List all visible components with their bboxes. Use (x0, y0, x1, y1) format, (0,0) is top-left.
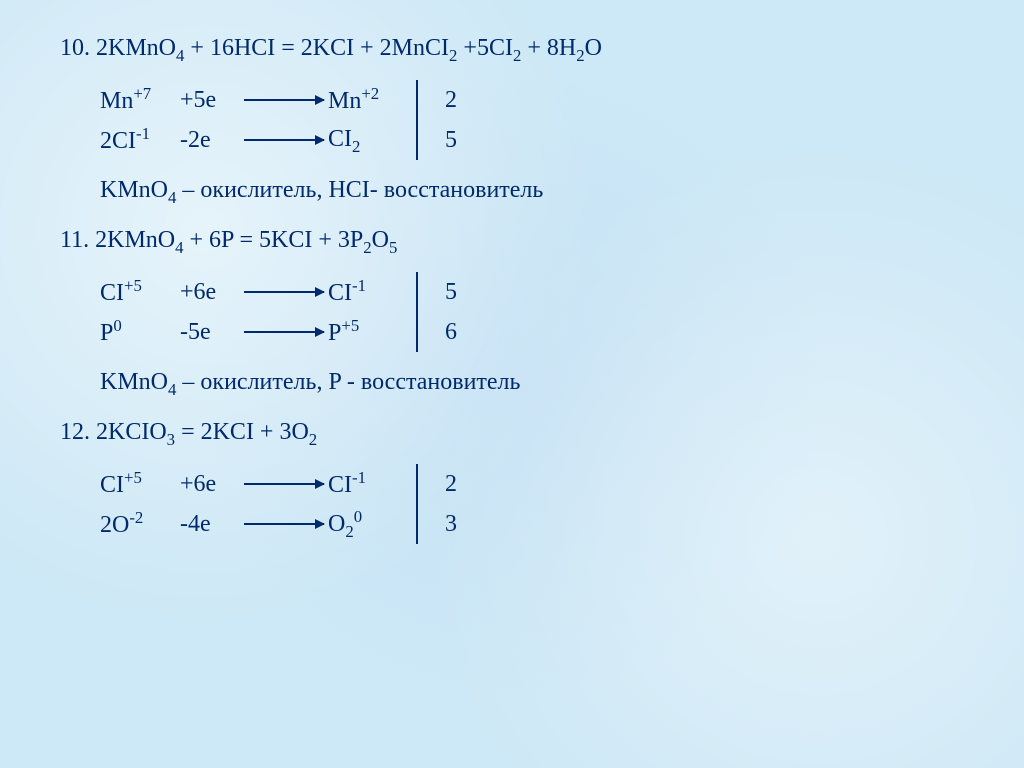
coefficient: 2 (436, 466, 466, 502)
subscript: 2 (363, 238, 371, 257)
subscript: 2 (352, 137, 360, 156)
product: Mn (328, 88, 361, 114)
charge: +7 (133, 84, 151, 103)
arrow-icon (244, 291, 324, 293)
conclusion-part: KMnO (100, 177, 168, 203)
arrow-icon (244, 483, 324, 485)
product: O (328, 511, 345, 537)
eq-part: 2KMnO (95, 227, 175, 253)
problem-11-electron-balance: CI+5 +6e CI-1 P0 -5e P+5 5 6 (100, 272, 984, 352)
coefficient: 2 (436, 82, 466, 118)
eq-part: = 2KCI + 3O (175, 419, 309, 445)
problem-11-conclusion: KMnO4 – окислитель, P - восстановитель (100, 364, 984, 402)
problem-10-conclusion: KMnO4 – окислитель, HCI- восстановитель (100, 172, 984, 210)
species: 2CI (100, 128, 136, 154)
charge: -1 (136, 124, 150, 143)
eq-part: 2KMnO (96, 35, 176, 61)
product: CI (328, 280, 352, 306)
electrons: -4e (180, 506, 240, 542)
charge: +5 (124, 468, 142, 487)
eq-part: 2KCIO (96, 419, 167, 445)
charge: +5 (341, 316, 359, 335)
charge: +5 (124, 276, 142, 295)
half-reaction-reduction: Mn+7 +5e Mn+2 (100, 80, 398, 120)
arrow-icon (244, 331, 324, 333)
problem-number: 11. (60, 227, 89, 253)
problem-11-equation: 11. 2KMnO4 + 6P = 5KCI + 3P2O5 (60, 222, 984, 260)
eq-part: + 6P = 5KCI + 3P (184, 227, 364, 253)
subscript: 3 (167, 430, 175, 449)
eq-part: + 16HCI = 2KCI + 2MnCI (184, 35, 449, 61)
species: 2O (100, 512, 129, 538)
problem-12-equation: 12. 2KCIO3 = 2KCI + 3O2 (60, 414, 984, 452)
product: CI (328, 126, 352, 152)
problem-number: 10. (60, 35, 90, 61)
electrons: +5e (180, 82, 240, 118)
arrow-icon (244, 99, 324, 101)
problem-10-equation: 10. 2KMnO4 + 16HCI = 2KCI + 2MnCI2 +5CI2… (60, 30, 984, 68)
half-reaction-oxidation: 2O-2 -4e O20 (100, 504, 398, 544)
subscript: 2 (309, 430, 317, 449)
charge: 0 (113, 316, 121, 335)
problem-number: 12. (60, 419, 90, 445)
electrons: -5e (180, 314, 240, 350)
divider-icon (416, 464, 418, 544)
divider-icon (416, 272, 418, 352)
species: P (100, 320, 113, 346)
eq-part: O (372, 227, 389, 253)
half-reaction-oxidation: 2CI-1 -2e CI2 (100, 120, 398, 160)
electrons: +6e (180, 274, 240, 310)
electrons: +6e (180, 466, 240, 502)
problem-10-electron-balance: Mn+7 +5e Mn+2 2CI-1 -2e CI2 2 5 (100, 80, 984, 160)
conclusion-part: – окислитель, HCI- восстановитель (176, 177, 543, 203)
charge: -1 (352, 468, 366, 487)
species: Mn (100, 88, 133, 114)
eq-part: + 8H (521, 35, 576, 61)
species: CI (100, 472, 124, 498)
arrow-icon (244, 523, 324, 525)
conclusion-part: – окислитель, P - восстановитель (176, 369, 520, 395)
conclusion-part: KMnO (100, 369, 168, 395)
coefficient: 5 (436, 122, 466, 158)
charge: +2 (361, 84, 379, 103)
half-reaction-reduction: CI+5 +6e CI-1 (100, 464, 398, 504)
eq-part: O (585, 35, 602, 61)
subscript: 2 (345, 522, 353, 541)
charge: -1 (352, 276, 366, 295)
coefficient: 6 (436, 314, 466, 350)
eq-part: +5CI (457, 35, 513, 61)
arrow-icon (244, 139, 324, 141)
product: CI (328, 472, 352, 498)
electrons: -2e (180, 122, 240, 158)
coefficient: 3 (436, 506, 466, 542)
subscript: 4 (175, 238, 183, 257)
half-reaction-reduction: CI+5 +6e CI-1 (100, 272, 398, 312)
coefficient: 5 (436, 274, 466, 310)
divider-icon (416, 80, 418, 160)
half-reaction-oxidation: P0 -5e P+5 (100, 312, 398, 352)
species: CI (100, 280, 124, 306)
charge: -2 (129, 508, 143, 527)
product: P (328, 320, 341, 346)
subscript: 5 (389, 238, 397, 257)
charge: 0 (354, 507, 362, 526)
problem-12-electron-balance: CI+5 +6e CI-1 2O-2 -4e O20 2 3 (100, 464, 984, 544)
subscript: 2 (576, 46, 584, 65)
